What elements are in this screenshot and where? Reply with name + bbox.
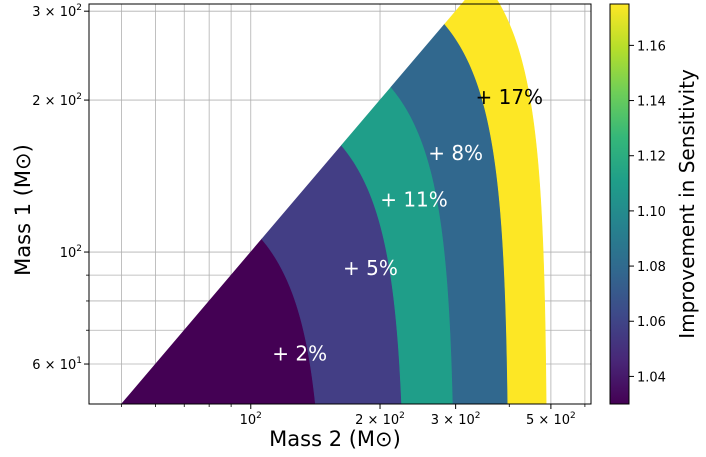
tick-label: 102 (240, 411, 262, 428)
colorbar-tick-label: 1.12 (637, 150, 666, 165)
ticks: 102 2 × 102 3 × 102 5 × 102 6 × 101 102 2 × 10… (32, 3, 586, 428)
colorbar-tick-label: 1.14 (637, 95, 666, 110)
colorbar-gradient (610, 4, 629, 404)
x-axis-label: Mass 2 (M⊙) (269, 427, 401, 451)
tick-label: 3 × 102 (32, 3, 82, 20)
tick-label: 5 × 102 (526, 411, 576, 428)
colorbar-label: Improvement in Sensitivity (675, 69, 699, 339)
colorbar: 1.04 1.06 1.08 1.10 1.12 1.14 1.16 (609, 3, 666, 405)
plot-area: + 2% + 5% + 11% + 8% + 17% 102 2 × 102 3 × 102 5… (32, 0, 592, 428)
band-label: + 17% (475, 85, 543, 109)
colorbar-tick-label: 1.08 (637, 260, 666, 275)
bands (120, 0, 547, 405)
band-label: + 2% (272, 341, 327, 365)
colorbar-tick-label: 1.04 (637, 370, 666, 385)
tick-label: 6 × 101 (32, 356, 82, 373)
colorbar-frame (609, 3, 630, 405)
band-label: + 8% (428, 141, 483, 165)
tick-label: 3 × 102 (431, 411, 481, 428)
colorbar-tick-label: 1.06 (637, 315, 666, 330)
band-label: + 5% (343, 256, 398, 280)
tick-label: 2 × 102 (32, 92, 82, 109)
band-label: + 11% (380, 188, 448, 212)
tick-label: 2 × 102 (355, 411, 405, 428)
plot-frame (88, 3, 592, 405)
y-axis-label: Mass 1 (M⊙) (11, 144, 35, 276)
colorbar-tick-label: 1.16 (637, 39, 666, 54)
colorbar-tick-label: 1.10 (637, 205, 666, 220)
tick-label: 102 (60, 244, 82, 261)
